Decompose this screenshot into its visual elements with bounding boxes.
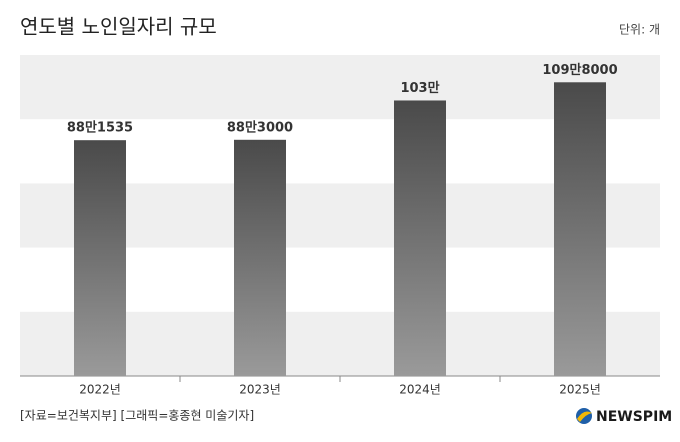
value-label: 88만3000 (227, 119, 293, 135)
grid-band (20, 55, 660, 120)
grid-band (20, 183, 660, 248)
x-tick-label: 2022년 (79, 383, 121, 397)
source: [자료=보건복지부] [그래픽=홍종현 미술기자] (20, 409, 254, 423)
x-tick-label: 2025년 (559, 383, 601, 397)
bar (234, 139, 286, 376)
x-tick-label: 2023년 (239, 383, 281, 397)
value-label: 103만 (400, 80, 439, 96)
logo-icon (576, 408, 592, 424)
bar (74, 140, 126, 376)
value-label: 88만1535 (67, 120, 133, 136)
grid-band (20, 311, 660, 376)
chart-title: 연도별 노인일자리 규모 (20, 15, 217, 39)
unit-label: 단위: 개 (619, 23, 660, 37)
logo: NEWSPIM (596, 409, 672, 425)
plot-area: 2022년 88만1535 2023년 88만3000 2024년 103만 2025년 10… (20, 55, 660, 397)
x-tick-label: 2024년 (399, 383, 441, 397)
bar (394, 100, 446, 376)
bar (554, 82, 606, 376)
value-label: 109만8000 (542, 62, 617, 78)
